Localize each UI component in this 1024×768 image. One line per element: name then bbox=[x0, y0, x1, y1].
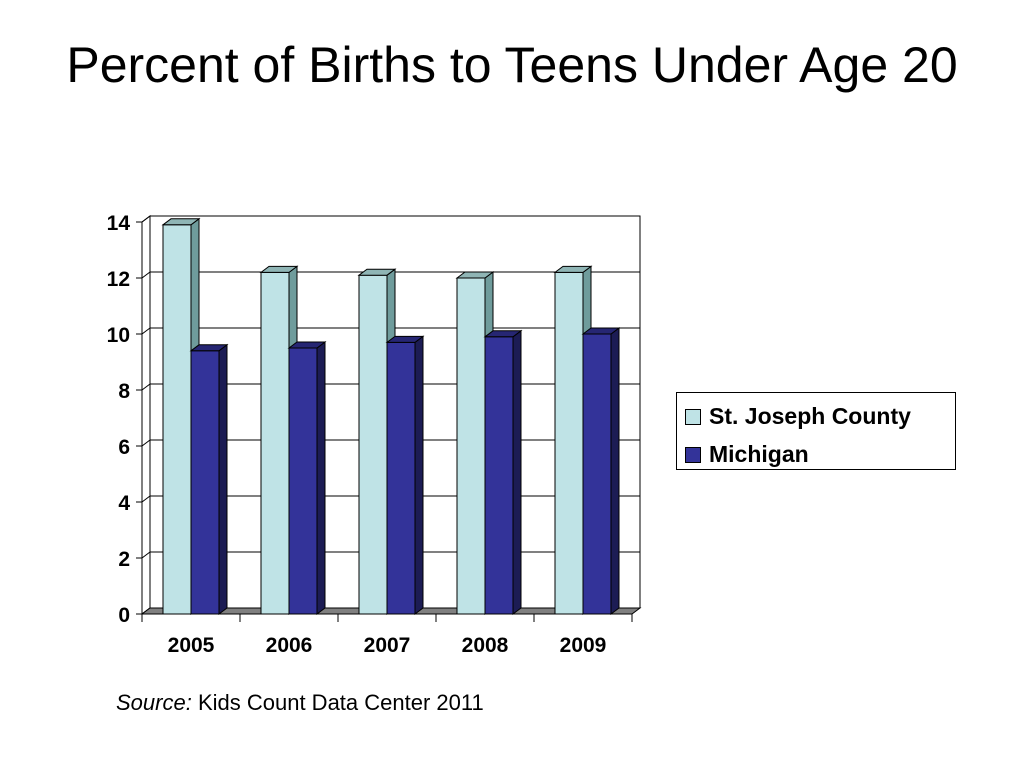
bar-front bbox=[386, 341, 416, 615]
y-tick-label: 8 bbox=[118, 380, 130, 403]
chart-legend: St. Joseph County Michigan bbox=[676, 392, 956, 470]
bar-front bbox=[162, 224, 192, 615]
bar-top bbox=[385, 335, 425, 343]
source-note: Source: Kids Count Data Center 2011 bbox=[116, 690, 484, 716]
gridline-side bbox=[141, 271, 151, 279]
x-tick-label: 2008 bbox=[462, 634, 509, 657]
bar-top bbox=[287, 341, 327, 349]
bar-side bbox=[316, 341, 326, 615]
y-tick-label: 4 bbox=[118, 492, 130, 515]
gridline-side bbox=[141, 495, 151, 503]
y-tick-label: 10 bbox=[107, 324, 130, 347]
source-label: Source: bbox=[116, 690, 192, 715]
x-tick-label: 2009 bbox=[560, 634, 607, 657]
legend-item-series-1: St. Joseph County bbox=[685, 403, 911, 430]
y-tick-label: 0 bbox=[118, 604, 130, 627]
bar-front bbox=[484, 336, 514, 615]
bar-top bbox=[483, 330, 523, 338]
bar-side bbox=[512, 329, 522, 615]
gridline-side bbox=[141, 551, 151, 559]
bar-top bbox=[553, 265, 593, 273]
bar-top bbox=[455, 271, 495, 279]
x-tick-label: 2006 bbox=[266, 634, 313, 657]
legend-label-series-2: Michigan bbox=[709, 441, 809, 467]
bar-top bbox=[259, 265, 299, 273]
bar-side bbox=[218, 343, 228, 615]
legend-swatch-series-2 bbox=[685, 446, 701, 463]
legend-swatch-series-1 bbox=[685, 408, 701, 425]
x-tick-label: 2005 bbox=[168, 634, 215, 657]
x-tick-label: 2007 bbox=[364, 634, 411, 657]
y-tick-label: 14 bbox=[107, 212, 131, 235]
bar-front bbox=[358, 274, 388, 615]
bar-side bbox=[414, 335, 424, 615]
legend-item-series-2: Michigan bbox=[685, 441, 809, 468]
gridline-side bbox=[141, 327, 151, 335]
bar-front bbox=[456, 277, 486, 615]
chart-side-wall bbox=[141, 215, 151, 615]
bar-front bbox=[582, 333, 612, 615]
bar-top bbox=[357, 268, 397, 276]
y-tick-label: 6 bbox=[118, 436, 130, 459]
bar-front bbox=[190, 350, 220, 615]
y-tick-label: 12 bbox=[107, 268, 130, 291]
bar-top bbox=[189, 344, 229, 352]
bar-front bbox=[554, 271, 584, 615]
y-tick-label: 2 bbox=[118, 548, 130, 571]
slide-title: Percent of Births to Teens Under Age 20 bbox=[66, 37, 958, 93]
bar-front bbox=[260, 271, 290, 615]
gridline-side bbox=[141, 383, 151, 391]
gridline-side bbox=[141, 215, 151, 223]
gridline-side bbox=[141, 439, 151, 447]
bar-side bbox=[610, 327, 620, 615]
source-text: Kids Count Data Center 2011 bbox=[197, 690, 484, 715]
bar-front bbox=[288, 347, 318, 615]
legend-label-series-1: St. Joseph County bbox=[709, 403, 911, 429]
bar-top bbox=[581, 327, 621, 335]
bar-top bbox=[161, 218, 201, 226]
